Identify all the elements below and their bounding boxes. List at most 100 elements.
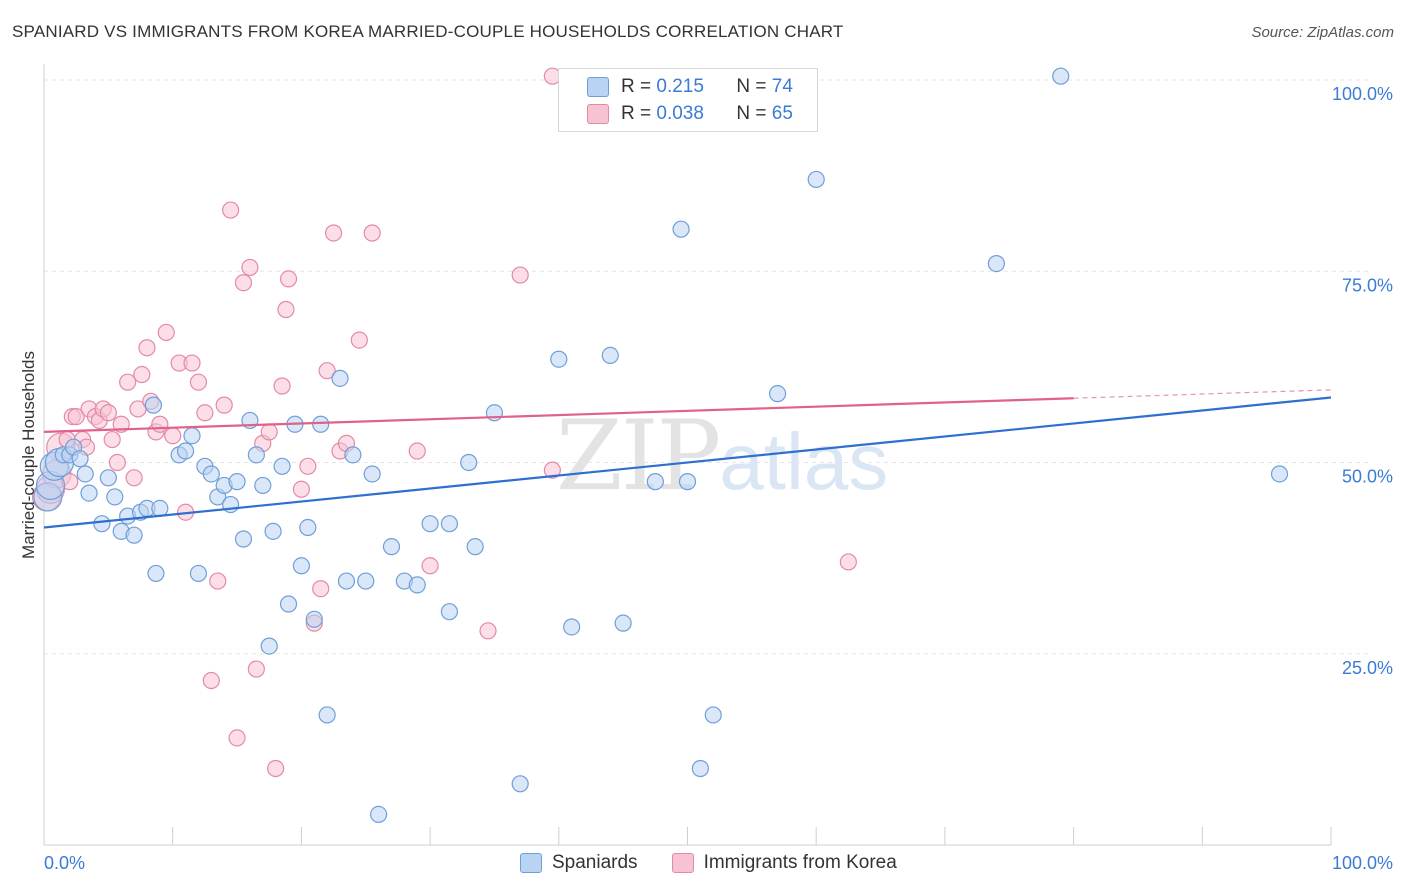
data-point: [93, 515, 111, 533]
data-point: [260, 637, 278, 655]
data-point: [305, 610, 323, 628]
data-point: [614, 614, 632, 632]
data-point: [312, 415, 330, 433]
legend-label-korea: Immigrants from Korea: [703, 852, 897, 873]
data-point: [440, 515, 459, 533]
data-point: [119, 373, 137, 391]
data-point: [267, 759, 285, 778]
y-tick-label: 75.0%: [1342, 275, 1393, 295]
data-point: [108, 453, 126, 472]
data-point: [164, 427, 182, 445]
data-point: [125, 469, 143, 487]
y-axis-label: Married-couple Households: [19, 351, 38, 559]
legend-row-korea: R = 0.038 N = 65: [587, 101, 793, 127]
data-point: [144, 396, 162, 414]
data-point: [138, 339, 156, 357]
y-tick-label: 100.0%: [1332, 84, 1393, 104]
data-point: [215, 396, 233, 414]
data-point: [382, 538, 401, 556]
data-point: [67, 408, 85, 426]
data-point: [222, 201, 240, 219]
legend-swatch-pink: [587, 104, 609, 124]
data-point: [363, 465, 381, 483]
data-point: [99, 404, 117, 422]
data-point: [318, 706, 336, 724]
data-point: [147, 564, 165, 583]
data-point: [189, 373, 208, 391]
data-point: [987, 255, 1005, 273]
data-point: [331, 369, 349, 387]
data-point: [601, 346, 619, 364]
legend-n-value: 65: [771, 103, 793, 124]
data-point: [1270, 465, 1289, 483]
watermark: ZIPatlas: [556, 400, 888, 512]
y-tick-label: 50.0%: [1342, 467, 1393, 487]
data-point: [768, 385, 787, 403]
data-point: [133, 365, 151, 384]
data-point: [672, 220, 690, 238]
data-point: [691, 759, 709, 778]
data-point: [273, 377, 291, 395]
source-label: Source: ZipAtlas.com: [1251, 24, 1394, 41]
data-point: [337, 572, 356, 590]
data-point: [202, 465, 220, 483]
series-spaniards-points: [33, 67, 1289, 824]
data-point: [440, 603, 459, 621]
data-point: [421, 515, 439, 533]
data-point: [247, 446, 265, 464]
trend-lines: [43, 389, 1332, 529]
data-point: [228, 473, 246, 491]
data-point: [254, 476, 272, 495]
data-point: [125, 526, 143, 544]
data-point: [357, 572, 375, 590]
data-point: [312, 580, 330, 598]
trend-line-spaniards: [43, 396, 1332, 529]
data-point: [704, 706, 722, 724]
data-point: [76, 465, 94, 483]
legend-r-value: 0.038: [656, 103, 704, 124]
data-point: [479, 622, 497, 640]
data-point: [234, 274, 253, 292]
data-point: [344, 446, 362, 464]
data-point: [363, 224, 381, 242]
legend-r-value: 0.215: [656, 76, 704, 97]
legend-row-spaniards: R = 0.215 N = 74: [587, 74, 793, 100]
chart-title: SPANIARD VS IMMIGRANTS FROM KOREA MARRIE…: [12, 22, 844, 41]
data-point: [511, 775, 529, 793]
x-tick-label-max: 100.0%: [1332, 853, 1393, 873]
data-point: [106, 488, 124, 506]
legend-label-spaniards: Spaniards: [552, 852, 638, 873]
data-point: [273, 457, 291, 475]
series-korea-points: [31, 67, 857, 778]
data-point: [234, 530, 253, 548]
data-point: [99, 469, 117, 487]
watermark-zip: ZIP: [556, 400, 721, 512]
axis-labels: 25.0% 50.0% 75.0% 100.0% 0.0% 100.0% Married-c…: [19, 84, 1393, 873]
data-point: [839, 553, 857, 571]
data-point: [157, 323, 175, 342]
data-point: [241, 258, 259, 277]
data-point: [151, 499, 169, 517]
trend-line-korea: [43, 397, 1074, 433]
data-point: [511, 266, 529, 284]
data-point: [279, 595, 298, 613]
data-point: [228, 729, 246, 747]
data-point: [318, 362, 336, 380]
data-point: [151, 415, 169, 433]
legend-r-label: R =: [621, 103, 652, 124]
trend-line-korea-extension: [1073, 389, 1332, 399]
data-point: [460, 453, 478, 472]
legend-n-label: N =: [736, 103, 767, 124]
data-point: [543, 461, 561, 479]
x-tick-label-min: 0.0%: [44, 853, 85, 873]
data-point: [196, 404, 214, 422]
data-point: [277, 300, 295, 319]
data-point: [1052, 67, 1070, 85]
data-point: [678, 473, 697, 491]
data-point: [466, 538, 484, 556]
data-point: [176, 442, 195, 460]
data-point: [408, 576, 426, 594]
grid: [44, 79, 1371, 655]
series-legend: Spaniards Immigrants from Korea: [520, 852, 897, 874]
